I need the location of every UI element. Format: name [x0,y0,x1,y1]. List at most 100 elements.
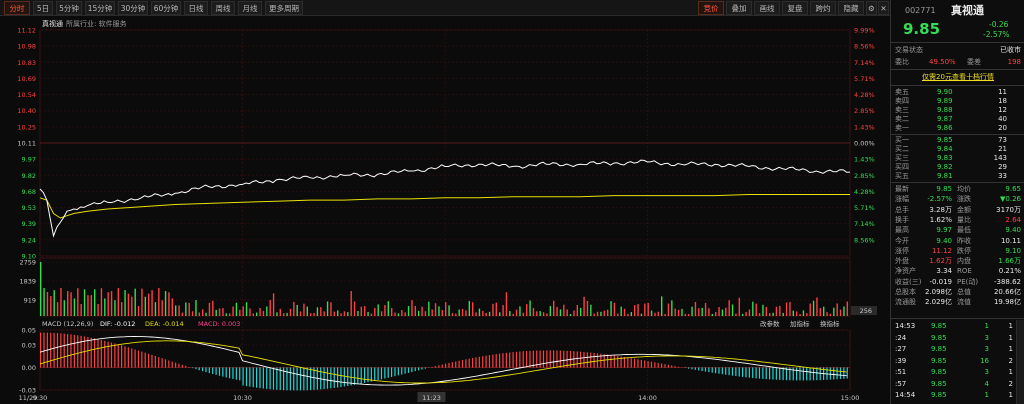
volume-bar [698,308,700,316]
time-tick-0: 11/29 [19,394,38,402]
macd-header: MACD (12,26,9) [42,320,93,328]
macd-bar [229,367,231,379]
chart-tool-2[interactable]: 画线 [754,1,780,15]
stat-value: 11.12 [931,246,952,255]
macd-bar [546,350,548,368]
macd-bar [252,367,254,388]
quote-panel: 002771 真视通 9.85 -0.26 -2.57% 交易状态 已收市 委比… [890,0,1024,404]
macd-bar [694,367,696,370]
macd-bar [289,367,291,391]
price-tick-5: 10.40 [17,107,36,115]
tick-row: 14:53 9.85 1 1 [891,322,1024,331]
macd-button-0[interactable]: 改参数 [760,319,780,328]
stat-label: 换手 [895,215,909,224]
macd-bar [775,367,777,380]
stat-label: 今开 [895,236,909,245]
divider [891,134,1024,135]
status-label: 交易状态 [895,46,923,54]
macd-bar [215,367,217,375]
chart-tool-4[interactable]: 跨灼 [810,1,836,15]
period-tab-4[interactable]: 30分钟 [118,1,148,15]
macd-bar [448,362,450,368]
period-tab-6[interactable]: 日线 [184,1,208,15]
macd-bar [617,356,619,368]
macd-bar [256,367,258,388]
macd-bar [387,367,389,378]
divider [891,318,1024,319]
chart-canvas[interactable]: 真视通 所属行业: 软件服务 11.12 10.98 10.83 10.69 10.54 10… [0,16,890,404]
macd-bar [259,367,261,389]
volume-bar [60,288,62,316]
tick-time: :27 [895,345,907,353]
macd-bar [421,367,423,370]
period-tab-8[interactable]: 月线 [238,1,262,15]
period-tab-5[interactable]: 60分钟 [151,1,181,15]
macd-tick-1: 0.03 [22,342,36,350]
tick-price: 9.85 [931,322,947,330]
volume-bar [475,312,477,316]
macd-bar [549,350,551,368]
stat-value: 1.66万 [998,257,1021,266]
volume-bar [421,306,423,316]
volume-bar [448,305,450,316]
sell-level-label: 卖四 [895,97,909,105]
close-icon[interactable]: ✕ [878,1,889,15]
macd-bar [178,363,180,368]
tick-scrollbar[interactable] [1016,320,1024,404]
volume-bar [684,313,687,316]
chart-tool-3[interactable]: 复盘 [782,1,808,15]
macd-bar [603,354,605,368]
promo-link[interactable]: 仅需20元查看十档行情 [891,72,1024,82]
period-tab-9[interactable]: 更多周期 [265,1,303,15]
volume-bar [283,313,285,316]
period-tab-1[interactable]: 5日 [33,1,53,15]
volume-bar [482,310,484,316]
volume-bar [256,312,258,316]
tick-volume: 16 [980,356,989,365]
macd-bar [104,340,106,368]
macd-button-2[interactable]: 换指标 [820,319,840,328]
macd-bar [370,367,372,382]
volume-bar [428,301,430,316]
stat-value: 3.28万 [929,205,952,214]
period-tab-3[interactable]: 15分钟 [85,1,115,15]
price-tick-7: 10.11 [17,140,36,148]
volume-bar [158,288,160,316]
chart-tool-5[interactable]: 隐藏 [838,1,864,15]
period-tab-2[interactable]: 5分钟 [56,1,82,15]
macd-bar [674,366,676,368]
macd-bar [478,356,480,368]
chart-tool-1[interactable]: 叠加 [726,1,752,15]
buy-level-volume: 21 [998,145,1007,153]
period-tab-7[interactable]: 周线 [211,1,235,15]
tick-price: 9.85 [931,379,947,388]
volume-bar [762,304,764,316]
macd-button-1[interactable]: 加指标 [790,319,810,328]
volume-bar [607,309,609,316]
volume-bar [458,309,460,316]
period-tab-0[interactable]: 分时 [4,1,30,15]
settings-icon[interactable]: ⚙ [866,1,877,15]
macd-bar [171,361,173,368]
stat-value: 9.65 [1005,185,1021,193]
macd-bar [843,367,845,379]
macd-dif-label: DIF: -0.012 [100,320,135,328]
macd-bar [131,348,133,368]
volume-bar [688,313,690,316]
macd-bar [809,367,811,381]
chart-stock-name: 真视通 [42,19,63,28]
stat-row: 收益(三) -0.019 PE(动) -388.62 [891,278,1024,287]
stat-label: 流值 [957,298,971,307]
volume-bar [745,312,747,316]
sell-level-row: 卖三 9.88 12 [891,106,1024,115]
intraday-chart[interactable]: 真视通 所属行业: 软件服务 11.12 10.98 10.83 10.69 10.54 10… [0,16,890,404]
volume-bar [56,302,59,316]
sell-level-price: 9.90 [937,88,953,96]
volume-bar [154,302,157,316]
chart-tool-0[interactable]: 竞价 [698,1,724,15]
promo-text[interactable]: 仅需20元查看十档行情 [922,73,994,81]
tick-time: :57 [895,379,907,388]
pct-tick-2: 7.14% [854,59,875,67]
volume-bar [43,288,45,316]
macd-bar [357,367,359,385]
